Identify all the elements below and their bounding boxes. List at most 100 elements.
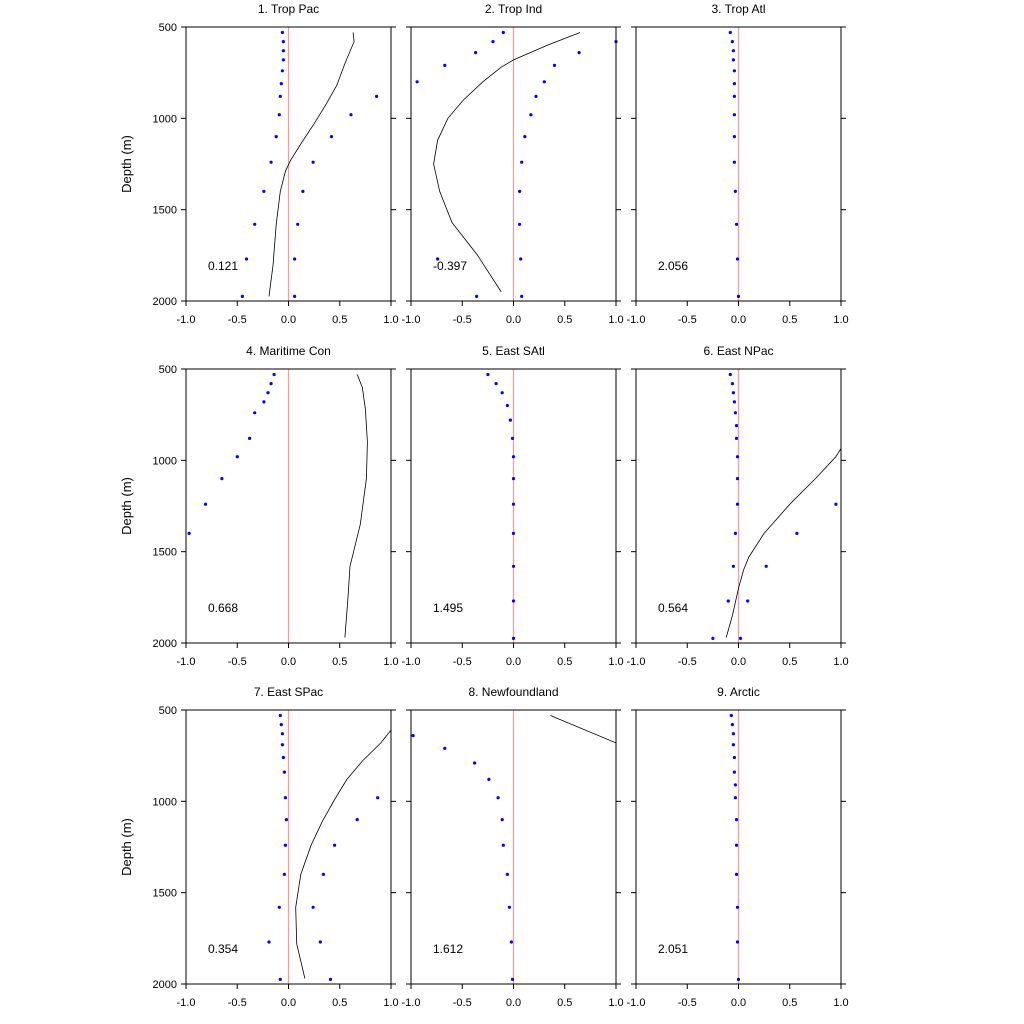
data-point [281, 40, 285, 44]
data-point [577, 51, 581, 55]
data-point [738, 636, 743, 641]
data-point [329, 135, 334, 139]
x-tick-label: -0.5 [228, 656, 247, 668]
data-point [278, 977, 282, 982]
data-point [328, 977, 333, 982]
x-tick-label: -1.0 [177, 314, 196, 326]
data-point [509, 940, 513, 944]
data-point [262, 189, 266, 193]
data-point [733, 531, 738, 536]
data-point [734, 818, 739, 822]
x-tick-label: 1.0 [608, 997, 623, 1009]
data-point [735, 502, 740, 506]
panel-title: 8. Newfoundland [468, 685, 558, 699]
data-point [277, 905, 281, 909]
y-tick-label: 2000 [153, 979, 177, 991]
data-point [511, 455, 516, 459]
panel-4: 4. Maritime Con -1.0 -0.5 0.0 0.5 1.0 500 1000 1… [119, 344, 399, 668]
data-point [443, 746, 447, 751]
y-tick-label: 2000 [153, 638, 177, 650]
x-tick-label: -1.0 [627, 656, 646, 668]
data-point [500, 391, 504, 395]
data-point [375, 94, 379, 98]
x-tick-label: -1.0 [177, 997, 196, 1009]
data-point [311, 160, 315, 164]
panel-annotation: 0.121 [208, 259, 238, 273]
data-point [280, 30, 284, 35]
data-point [736, 977, 741, 982]
data-point [511, 564, 516, 568]
data-point [281, 755, 285, 760]
x-tick-label: 0.0 [281, 997, 296, 1009]
data-point [511, 502, 516, 506]
data-point [711, 636, 715, 641]
data-point [731, 49, 736, 53]
x-tick-label: -0.5 [453, 656, 472, 668]
panel-1: 1. Trop Pac -1.0 -0.5 0.0 0.5 1.0 500 1000 1500 2… [119, 2, 399, 326]
x-tick-label: 1.0 [383, 997, 398, 1009]
data-point [267, 940, 271, 944]
data-point [731, 732, 736, 736]
data-point [487, 777, 491, 782]
data-point [735, 940, 740, 944]
data-point [280, 732, 284, 736]
x-tick-label: -0.5 [678, 997, 697, 1009]
data-point [732, 160, 737, 164]
x-tick-label: 0.0 [281, 314, 296, 326]
data-point [494, 382, 498, 386]
x-tick-label: 1.0 [833, 997, 848, 1009]
data-point [732, 94, 737, 98]
data-point [734, 843, 739, 847]
data-point [349, 113, 353, 117]
data-point [726, 599, 730, 603]
panel-3: 3. Trop Atl -1.0 -0.5 0.0 0.5 1.0 2.056 [627, 2, 849, 326]
data-point [735, 257, 740, 261]
data-point [415, 80, 419, 84]
data-point [733, 783, 738, 787]
data-point [411, 734, 415, 738]
series-curve [433, 32, 581, 293]
data-point [203, 502, 208, 506]
data-point [266, 391, 270, 395]
data-point [732, 770, 737, 774]
data-point [443, 63, 447, 67]
x-tick-label: -0.5 [228, 997, 247, 1009]
data-point [731, 391, 736, 395]
x-tick-label: 0.5 [782, 997, 797, 1009]
data-point [728, 30, 732, 35]
data-point [734, 424, 739, 428]
data-point [272, 372, 276, 377]
x-tick-label: 0.5 [332, 314, 347, 326]
data-point [240, 294, 244, 298]
x-tick-label: 1.0 [833, 656, 848, 668]
data-point [283, 796, 287, 800]
x-tick-label: -0.5 [228, 314, 247, 326]
series-curve [268, 32, 355, 297]
y-tick-label: 500 [159, 364, 177, 376]
data-point [278, 713, 282, 718]
panel-title: 6. East NPac [703, 344, 773, 358]
panel-annotation: 1.612 [433, 942, 463, 956]
data-point [284, 818, 288, 822]
data-point [244, 257, 249, 261]
y-tick-label: 1500 [153, 547, 177, 559]
data-point [735, 455, 740, 459]
data-point [355, 818, 359, 822]
panel-title: 4. Maritime Con [246, 344, 331, 358]
y-axis-label: Depth (m) [119, 135, 134, 193]
data-point [732, 69, 737, 73]
data-point [731, 743, 736, 747]
data-point [511, 599, 516, 603]
data-point [733, 411, 738, 415]
x-tick-label: 0.5 [557, 314, 572, 326]
x-tick-label: 0.0 [506, 314, 521, 326]
data-point [235, 455, 239, 459]
panel-title: 5. East SAtl [482, 344, 545, 358]
data-point [729, 713, 733, 718]
data-point [534, 94, 538, 98]
panel-annotation: 2.051 [658, 942, 688, 956]
series-curve [344, 374, 368, 638]
x-tick-label: -0.5 [678, 656, 697, 668]
panel-6: 6. East NPac -1.0 -0.5 0.0 0.5 1.0 0.564 [627, 344, 849, 668]
